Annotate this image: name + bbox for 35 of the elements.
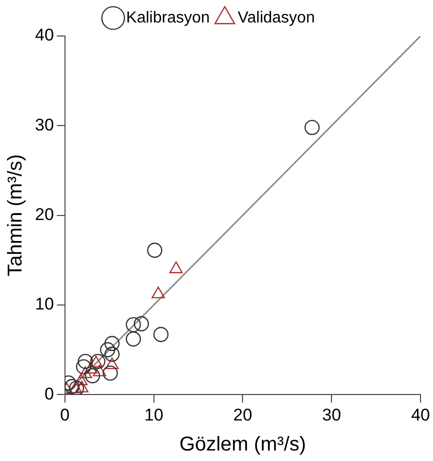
point — [84, 368, 100, 384]
point — [153, 326, 169, 342]
point — [75, 380, 88, 392]
x-tick-label: 10 — [144, 405, 164, 424]
point — [64, 378, 80, 394]
point — [84, 362, 98, 374]
legend-label: Validasyon — [238, 9, 315, 26]
x-tick-label: 40 — [411, 405, 430, 424]
point — [126, 331, 141, 347]
legend-label: Kalibrasyon — [126, 9, 210, 26]
point — [104, 336, 120, 352]
x-tick-label: 20 — [233, 405, 252, 424]
point — [304, 120, 320, 136]
y-tick-label: 20 — [34, 204, 54, 224]
x-axis-title: Gözlem (m³/s) — [179, 434, 306, 456]
y-tick-label: 40 — [34, 26, 54, 45]
y-tick-label: 0 — [44, 384, 54, 404]
point — [105, 357, 119, 370]
point — [100, 342, 116, 358]
x-tick-label: 0 — [60, 405, 70, 424]
point — [74, 374, 88, 386]
point — [104, 346, 120, 362]
point — [76, 359, 92, 374]
x-tick-label: 30 — [322, 405, 342, 424]
point — [78, 354, 93, 370]
point — [147, 242, 162, 258]
point — [134, 316, 149, 332]
point — [92, 364, 106, 376]
point — [78, 366, 92, 378]
point — [126, 317, 141, 332]
point — [102, 365, 118, 381]
point — [152, 286, 165, 298]
y-axis-title: Tahmin (m³/s) — [4, 154, 27, 276]
y-tick-label: 30 — [34, 115, 54, 134]
y-tick-label: 10 — [34, 294, 54, 314]
